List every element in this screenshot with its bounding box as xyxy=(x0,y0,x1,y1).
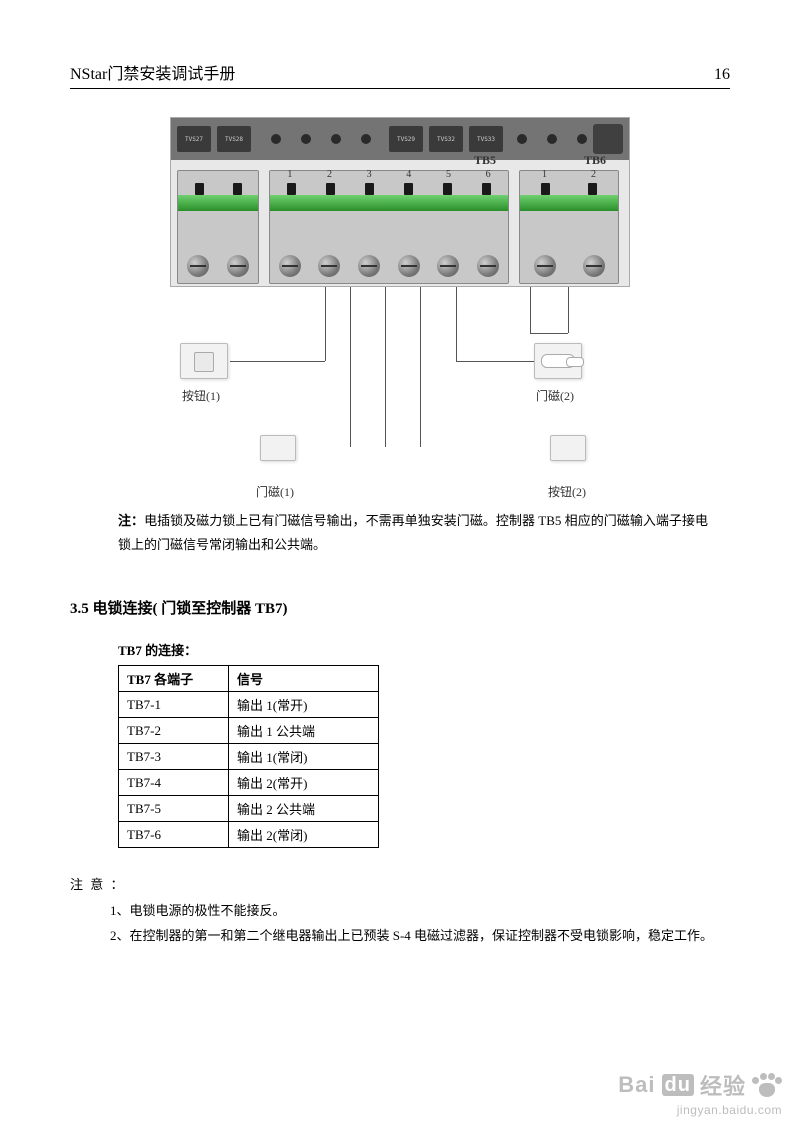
screw-icon xyxy=(583,255,605,277)
table-header-row: TB7 各端子 信号 xyxy=(119,666,379,692)
device-button1 xyxy=(180,343,228,379)
table-row: TB7-2输出 1 公共端 xyxy=(119,718,379,744)
terminal-block-left xyxy=(177,170,259,284)
terminal-block-tb6: TB6 1 2 xyxy=(519,170,619,284)
table-cell: 输出 1(常开) xyxy=(229,692,379,718)
pcb-hole-icon xyxy=(301,134,311,144)
screw-icon xyxy=(318,255,340,277)
watermark: Baidu 经验 jingyan.baidu.com xyxy=(618,1069,782,1117)
screw-icon xyxy=(358,255,380,277)
wire xyxy=(325,287,326,361)
device-label: 门磁(1) xyxy=(256,483,294,500)
note-text: 电插锁及磁力锁上已有门磁信号输出，不需再单独安装门磁。控制器 TB5 相应的门磁… xyxy=(118,513,708,552)
device-button2 xyxy=(550,435,586,461)
pcb-board: TVS27 TVS28 TVS29 TVS32 TVS33 xyxy=(170,117,630,287)
page-number: 16 xyxy=(714,66,730,84)
wire xyxy=(456,361,534,362)
pcb-hole-icon xyxy=(331,134,341,144)
wiring-diagram: TVS27 TVS28 TVS29 TVS32 TVS33 xyxy=(170,117,630,497)
table-caption: TB7 的连接： xyxy=(118,640,730,659)
pcb-hole-icon xyxy=(577,134,587,144)
wire xyxy=(568,287,569,333)
pcb-hole-icon xyxy=(271,134,281,144)
table-header: 信号 xyxy=(229,666,379,692)
note-paragraph: 注：电插锁及磁力锁上已有门磁信号输出，不需再单独安装门磁。控制器 TB5 相应的… xyxy=(118,509,708,557)
watermark-brand: Bai xyxy=(618,1072,655,1098)
page-header: NStar门禁安装调试手册 16 xyxy=(70,60,730,89)
table-header: TB7 各端子 xyxy=(119,666,229,692)
pin-label: 2 xyxy=(591,169,596,180)
table-cell: 输出 1(常闭) xyxy=(229,744,379,770)
pin-label: 6 xyxy=(486,169,491,180)
screw-icon xyxy=(279,255,301,277)
table-cell: TB7-6 xyxy=(119,822,229,848)
device-label: 按钮(1) xyxy=(182,387,220,404)
watermark-brand-cn: 经验 xyxy=(700,1069,746,1101)
tvs-chip: TVS29 xyxy=(389,126,423,152)
notice-item: 2、在控制器的第一和第二个继电器输出上已预装 S-4 电磁过滤器，保证控制器不受… xyxy=(110,924,730,949)
watermark-url: jingyan.baidu.com xyxy=(618,1103,782,1117)
device-door-sensor1 xyxy=(260,435,296,461)
pcb-hole-icon xyxy=(547,134,557,144)
table-row: TB7-4输出 2(常开) xyxy=(119,770,379,796)
table-cell: TB7-5 xyxy=(119,796,229,822)
wire-area: 按钮(1) 门磁(2) 门磁(1) 按钮(2) xyxy=(170,287,630,497)
device-label: 按钮(2) xyxy=(548,483,586,500)
block-name: TB6 xyxy=(584,153,606,168)
table-cell: 输出 2 公共端 xyxy=(229,796,379,822)
wire xyxy=(385,287,386,447)
tvs-chip: TVS33 xyxy=(469,126,503,152)
table-row: TB7-5输出 2 公共端 xyxy=(119,796,379,822)
screw-icon xyxy=(187,255,209,277)
pin-label: 2 xyxy=(327,169,332,180)
pin-label: 1 xyxy=(542,169,547,180)
wire xyxy=(230,361,325,362)
notice-title: 注 意 ： xyxy=(70,874,730,893)
tb7-table: TB7 各端子 信号 TB7-1输出 1(常开) TB7-2输出 1 公共端 T… xyxy=(118,665,379,848)
pcb-hole-icon xyxy=(361,134,371,144)
wire xyxy=(456,287,457,361)
wire xyxy=(530,287,531,333)
paw-icon xyxy=(752,1073,782,1097)
table-cell: TB7-3 xyxy=(119,744,229,770)
device-label: 门磁(2) xyxy=(536,387,574,404)
pin-label: 1 xyxy=(287,169,292,180)
header-title: NStar门禁安装调试手册 xyxy=(70,60,235,84)
screw-icon xyxy=(398,255,420,277)
section-title: 3.5 电锁连接( 门锁至控制器 TB7) xyxy=(70,597,730,618)
table-cell: TB7-2 xyxy=(119,718,229,744)
screw-icon xyxy=(437,255,459,277)
pin-label: 3 xyxy=(367,169,372,180)
corner-chip-icon xyxy=(593,124,623,154)
watermark-brand-box: du xyxy=(662,1074,694,1096)
terminal-blocks: TB5 1 2 3 4 5 6 TB6 xyxy=(171,164,629,284)
notice-item: 1、电锁电源的极性不能接反。 xyxy=(110,899,730,924)
terminal-block-tb5: TB5 1 2 3 4 5 6 xyxy=(269,170,509,284)
pcb-top-strip: TVS27 TVS28 TVS29 TVS32 TVS33 xyxy=(171,118,629,160)
block-name: TB5 xyxy=(474,153,496,168)
pcb-hole-icon xyxy=(517,134,527,144)
table-cell: 输出 2(常开) xyxy=(229,770,379,796)
table-cell: TB7-1 xyxy=(119,692,229,718)
table-cell: 输出 2(常闭) xyxy=(229,822,379,848)
tvs-chip: TVS27 xyxy=(177,126,211,152)
tvs-chip: TVS32 xyxy=(429,126,463,152)
screw-icon xyxy=(477,255,499,277)
table-row: TB7-6输出 2(常闭) xyxy=(119,822,379,848)
screw-icon xyxy=(227,255,249,277)
pin-label: 5 xyxy=(446,169,451,180)
wire xyxy=(420,287,421,447)
table-row: TB7-3输出 1(常闭) xyxy=(119,744,379,770)
pin-label: 4 xyxy=(406,169,411,180)
table-row: TB7-1输出 1(常开) xyxy=(119,692,379,718)
screw-icon xyxy=(534,255,556,277)
table-cell: TB7-4 xyxy=(119,770,229,796)
wire xyxy=(530,333,568,334)
table-cell: 输出 1 公共端 xyxy=(229,718,379,744)
notice-list: 1、电锁电源的极性不能接反。 2、在控制器的第一和第二个继电器输出上已预装 S-… xyxy=(110,899,730,948)
note-label: 注： xyxy=(118,513,144,528)
wire xyxy=(350,287,351,447)
tvs-chip: TVS28 xyxy=(217,126,251,152)
device-door-sensor2 xyxy=(534,343,582,379)
